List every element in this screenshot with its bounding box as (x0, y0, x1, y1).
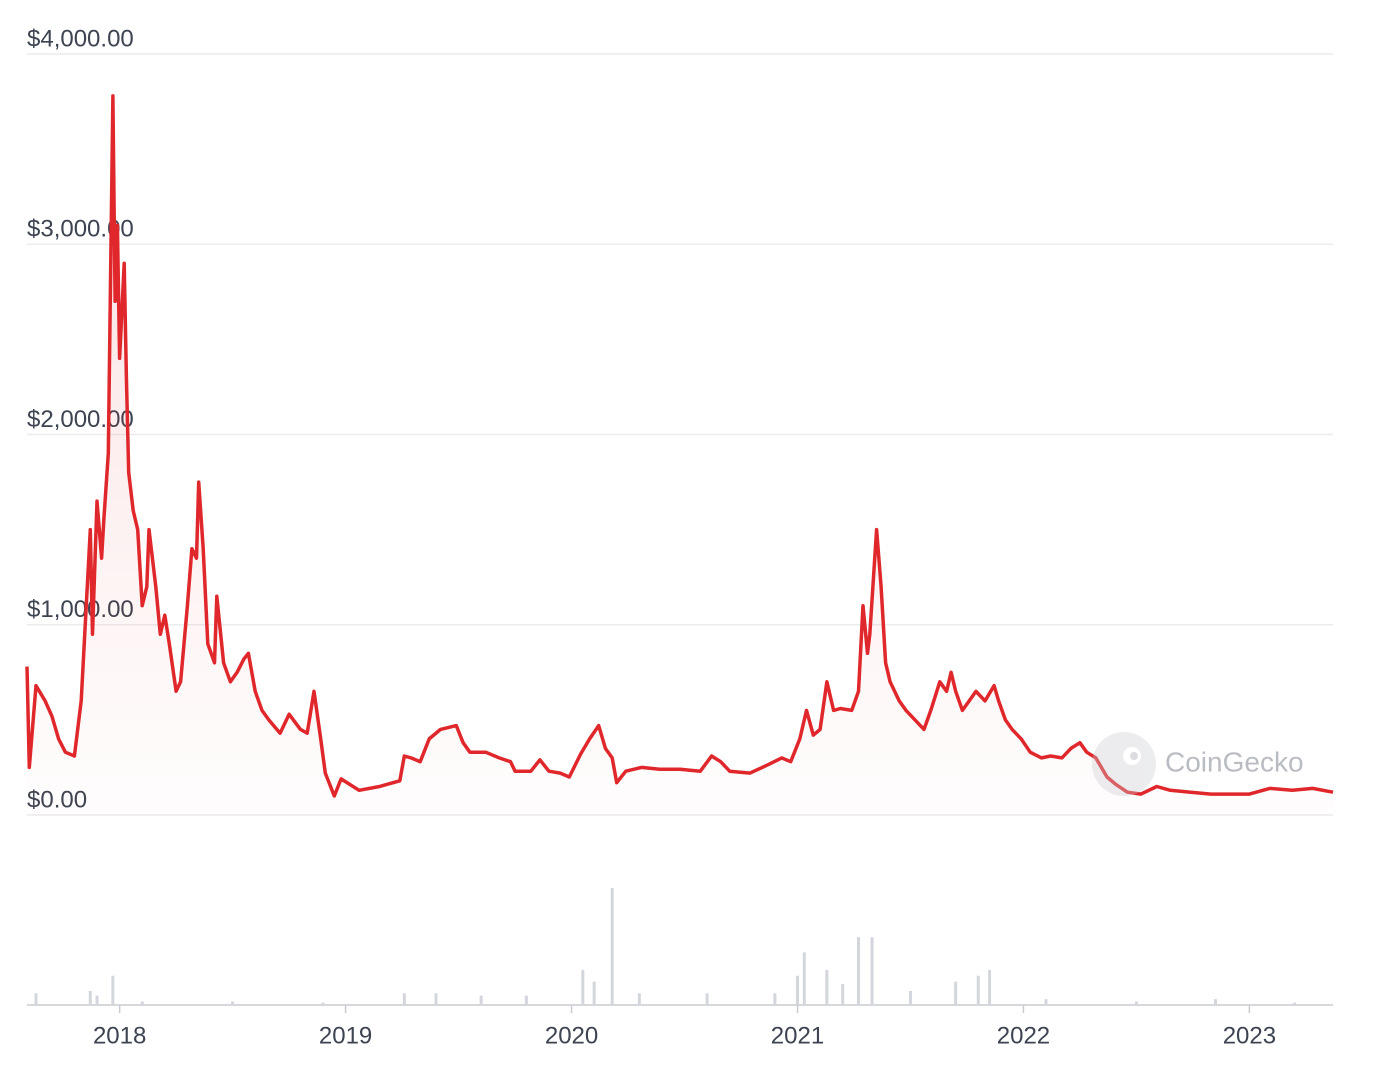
volume-bar (592, 981, 596, 1005)
x-tick-label: 2018 (93, 1022, 146, 1049)
volume-bar (479, 995, 483, 1005)
y-tick-label: $4,000.00 (27, 25, 134, 52)
volume-bar (773, 993, 777, 1005)
volume-bar (976, 975, 980, 1005)
x-tick-label: 2022 (997, 1022, 1050, 1049)
volume-bar (954, 981, 958, 1005)
volume-bar (402, 993, 406, 1005)
volume-bar (610, 888, 614, 1005)
volume-bar (1134, 1001, 1138, 1005)
volume-bar (988, 969, 992, 1005)
price-line (25, 94, 1334, 798)
volume-bar (1044, 999, 1048, 1005)
volume-bar (795, 975, 799, 1005)
volume-bar (34, 993, 38, 1005)
volume-bar (524, 995, 528, 1005)
volume-bar (1214, 999, 1218, 1005)
plot: $0.00$1,000.00$2,000.00$3,000.00$4,000.0… (25, 25, 1334, 1049)
volume-bar (841, 983, 845, 1005)
volume-bar (908, 990, 912, 1005)
price-area (27, 95, 1333, 815)
volume-bar (825, 969, 829, 1005)
watermark: CoinGecko (1165, 746, 1304, 777)
x-tick-label: 2019 (319, 1022, 372, 1049)
volume-bar (434, 993, 438, 1005)
volume-bar (870, 937, 874, 1005)
watermark-logo (1092, 732, 1156, 796)
volume-bar (637, 993, 641, 1005)
volume-bar (581, 969, 585, 1005)
x-tick-label: 2023 (1223, 1022, 1276, 1049)
volume-bar (1293, 1002, 1297, 1005)
volume-bar (802, 952, 806, 1005)
volume-bar (140, 1001, 144, 1005)
volume-bar (857, 937, 861, 1005)
volume-bar (705, 993, 709, 1005)
volume-bar (321, 1002, 325, 1005)
volume-bar (231, 1001, 235, 1005)
volume-bar (88, 990, 92, 1005)
x-tick-label: 2021 (771, 1022, 824, 1049)
volume-bar (95, 995, 99, 1005)
x-tick-label: 2020 (545, 1022, 598, 1049)
volume-bar (111, 975, 115, 1005)
